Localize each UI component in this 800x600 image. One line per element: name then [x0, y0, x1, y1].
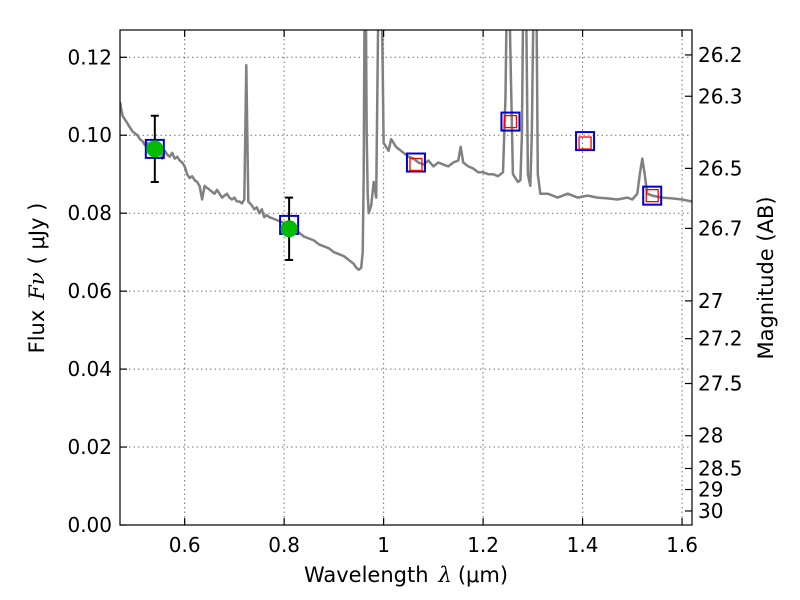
model-photometry-square	[405, 152, 426, 173]
right-tick-label: 28.5	[698, 456, 743, 480]
upper-limit-marker	[578, 136, 592, 150]
y-tick-label: 0.04	[67, 357, 112, 381]
plot-area	[120, 30, 692, 271]
x-axis: 0.6 0.8 1 1.2 1.4 1.6	[169, 30, 698, 557]
right-tick-label: 26.3	[698, 84, 743, 108]
observed-flux-point	[146, 140, 164, 158]
x-tick-label: 1.4	[567, 533, 599, 557]
y-tick-label: 0.00	[67, 513, 112, 537]
data-markers	[144, 111, 663, 261]
right-tick-label: 28	[698, 424, 723, 448]
right-tick-label: 26.2	[698, 43, 743, 67]
model-photometry-square	[642, 185, 663, 206]
right-tick-label: 27.5	[698, 372, 743, 396]
observed-flux-point	[280, 220, 298, 238]
y-axis-label-prefix: Flux	[25, 310, 49, 354]
x-tick-label: 0.8	[268, 533, 300, 557]
x-tick-label: 1.2	[467, 533, 499, 557]
model-photometry-square	[575, 131, 596, 152]
right-tick-label: 26.7	[698, 216, 743, 240]
y-tick-label: 0.06	[67, 279, 112, 303]
y-axis-label: Flux Fν ( μJy )	[25, 203, 49, 354]
y-tick-label: 0.02	[67, 435, 112, 459]
y-tick-label: 0.12	[67, 45, 112, 69]
y-axis-right-label: Magnitude (AB)	[754, 196, 778, 359]
sed-model-line	[120, 30, 692, 271]
right-tick-label: 27.2	[698, 327, 743, 351]
x-axis-label-text: Wavelength	[304, 563, 429, 587]
upper-limit-marker	[409, 157, 423, 172]
x-tick-label: 1.6	[666, 533, 698, 557]
right-tick-label: 26.5	[698, 156, 743, 180]
y-axis-left: 0.00 0.02 0.04 0.06 0.08 0.10 0.12	[67, 45, 127, 537]
x-axis-label: Wavelength λ (μm)	[304, 563, 508, 587]
y-axis-label-symbol: Fν	[25, 272, 49, 301]
x-tick-label: 1	[377, 533, 390, 557]
x-tick-label: 0.6	[169, 533, 201, 557]
upper-limit-marker	[503, 114, 518, 129]
right-tick-label: 30	[698, 499, 723, 523]
x-axis-label-symbol: λ	[438, 563, 452, 587]
y-axis-label-unit: ( μJy )	[25, 203, 49, 265]
y-tick-label: 0.10	[67, 123, 112, 147]
x-axis-label-unit: (μm)	[458, 563, 508, 587]
model-photometry-square	[500, 111, 521, 132]
plot-frame	[119, 29, 693, 526]
right-tick-label: 27	[698, 289, 723, 313]
upper-limit-marker	[645, 188, 659, 203]
right-tick-label: 29	[698, 478, 723, 502]
y-tick-label: 0.08	[67, 201, 112, 225]
